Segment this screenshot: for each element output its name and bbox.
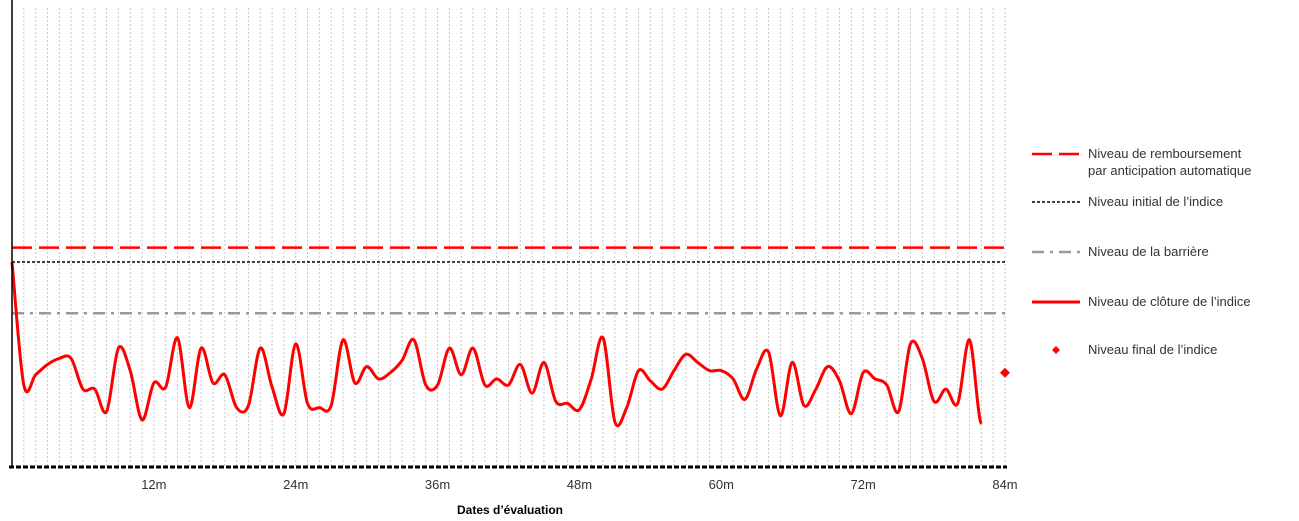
final-level-marker [1000, 367, 1010, 378]
short-dash-line-icon [1032, 201, 1080, 203]
legend-label-final: Niveau final de l’indice [1088, 342, 1218, 357]
legend-item-initial: Niveau initial de l’indice [1030, 193, 1295, 211]
x-tick-label: 24m [283, 477, 308, 492]
legend-label-line: Niveau de remboursement [1088, 146, 1242, 161]
legend-label-line: par anticipation automatique [1088, 163, 1252, 178]
x-tick-label: 72m [850, 477, 875, 492]
legend-label-close: Niveau de clôture de l’indice [1088, 294, 1251, 309]
level-lines [12, 246, 1005, 315]
legend-item-close: Niveau de clôture de l’indice [1030, 293, 1295, 311]
legend-item-final: Niveau final de l’indice [1030, 341, 1295, 359]
x-tick-label: 48m [567, 477, 592, 492]
legend-item-autocall: Niveau de remboursement par anticipation… [1030, 145, 1295, 179]
legend-item-barrier: Niveau de la barrière [1030, 243, 1295, 261]
x-tick-label: 12m [141, 477, 166, 492]
legend-label-initial: Niveau initial de l’indice [1088, 194, 1224, 209]
x-tick-labels: 12m 24m 36m 48m 60m 72m 84m [141, 477, 1017, 492]
legend-label-barrier: Niveau de la barrière [1088, 244, 1209, 259]
x-tick-label: 84m [992, 477, 1017, 492]
dash-dot-line-icon [1032, 250, 1080, 254]
axes [9, 0, 1007, 469]
index-close-line [10, 261, 983, 428]
long-dash-line-icon [1032, 152, 1080, 156]
series-layer [10, 261, 1010, 428]
legend-label-autocall: Niveau de remboursement par anticipation… [1088, 145, 1251, 179]
diamond-marker-icon [1052, 346, 1060, 354]
x-tick-label: 36m [425, 477, 450, 492]
solid-line-icon [1032, 300, 1080, 304]
x-axis-title: Dates d’évaluation [456, 503, 564, 517]
monthly-grid [23, 8, 1006, 467]
x-tick-label: 60m [709, 477, 734, 492]
